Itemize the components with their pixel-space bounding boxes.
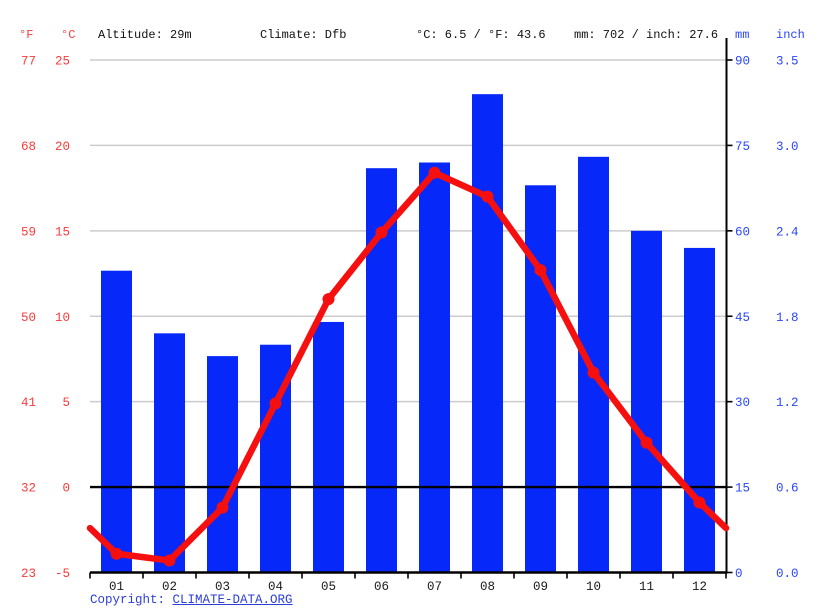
celsius-tick-label: 15 (55, 225, 70, 239)
month-label: 11 (639, 580, 654, 594)
celsius-tick-label: 20 (55, 140, 70, 154)
month-label: 10 (586, 580, 601, 594)
fahrenheit-tick-label: 68 (21, 140, 36, 154)
month-label: 09 (533, 580, 548, 594)
precipitation-bar (313, 321, 344, 573)
celsius-tick-label: 5 (62, 396, 70, 410)
temperature-point (587, 366, 600, 379)
month-label: 06 (374, 580, 389, 594)
celsius-tick-label: 25 (55, 55, 70, 69)
precipitation-total-label: mm: 702 / inch: 27.6 (574, 28, 719, 42)
fahrenheit-tick-label: 77 (21, 55, 36, 69)
inch-tick-label: 3.5 (776, 55, 799, 69)
temperature-point (640, 436, 653, 449)
precipitation-bar (684, 247, 715, 573)
celsius-column-header: °C (61, 28, 76, 42)
fahrenheit-tick-label: 50 (21, 311, 36, 325)
mm-tick-label: 60 (735, 225, 750, 239)
mm-tick-label: 90 (735, 55, 750, 69)
precipitation-bar (525, 185, 556, 573)
climate-type-label: Climate: Dfb (260, 28, 347, 42)
inch-tick-label: 1.8 (776, 311, 799, 325)
copyright: Copyright: CLIMATE-DATA.ORG (90, 593, 293, 607)
inch-column-header: inch (776, 28, 805, 42)
precipitation-bar (578, 156, 609, 573)
temperature-point (428, 166, 441, 179)
fahrenheit-tick-label: 32 (21, 482, 36, 496)
month-label: 01 (109, 580, 124, 594)
precipitation-bar (154, 333, 185, 573)
precipitation-bar (472, 94, 503, 573)
temperature-point (481, 190, 494, 203)
mm-column-header: mm (735, 28, 750, 42)
temperature-point (322, 293, 335, 306)
temperature-point (693, 496, 706, 509)
month-label: 08 (480, 580, 495, 594)
month-label: 12 (692, 580, 707, 594)
inch-tick-label: 2.4 (776, 225, 799, 239)
precipitation-bar (101, 270, 132, 573)
climate-data-org-link[interactable]: CLIMATE-DATA.ORG (172, 593, 293, 607)
mm-tick-label: 30 (735, 396, 750, 410)
celsius-tick-label: 10 (55, 311, 70, 325)
month-label: 07 (427, 580, 442, 594)
fahrenheit-tick-label: 41 (21, 396, 36, 410)
inch-tick-label: 3.0 (776, 140, 799, 154)
precipitation-bar (419, 162, 450, 573)
precipitation-bar (207, 356, 238, 573)
fahrenheit-column-header: °F (19, 28, 34, 42)
month-label: 03 (215, 580, 230, 594)
altitude-label: Altitude: 29m (98, 28, 192, 42)
mm-tick-label: 45 (735, 311, 750, 325)
celsius-tick-label: 0 (62, 482, 70, 496)
temperature-point (269, 397, 282, 410)
month-label: 05 (321, 580, 336, 594)
temperature-point (534, 264, 547, 277)
celsius-tick-label: -5 (55, 567, 70, 581)
avg-temperature-label: °C: 6.5 / °F: 43.6 (416, 28, 546, 42)
mm-tick-label: 75 (735, 140, 750, 154)
temperature-point (216, 501, 229, 514)
temperature-point (163, 554, 176, 567)
mm-tick-label: 15 (735, 482, 750, 496)
inch-tick-label: 0.0 (776, 567, 799, 581)
month-label: 02 (162, 580, 177, 594)
fahrenheit-tick-label: 23 (21, 567, 36, 581)
temperature-point (110, 547, 123, 560)
copyright-label: Copyright: (90, 593, 173, 607)
precipitation-bar (631, 230, 662, 573)
month-label: 04 (268, 580, 283, 594)
inch-tick-label: 1.2 (776, 396, 799, 410)
temperature-point (375, 226, 388, 239)
temperature-line (86, 169, 730, 564)
inch-tick-label: 0.6 (776, 482, 799, 496)
fahrenheit-tick-label: 59 (21, 225, 36, 239)
mm-tick-label: 0 (735, 567, 743, 581)
